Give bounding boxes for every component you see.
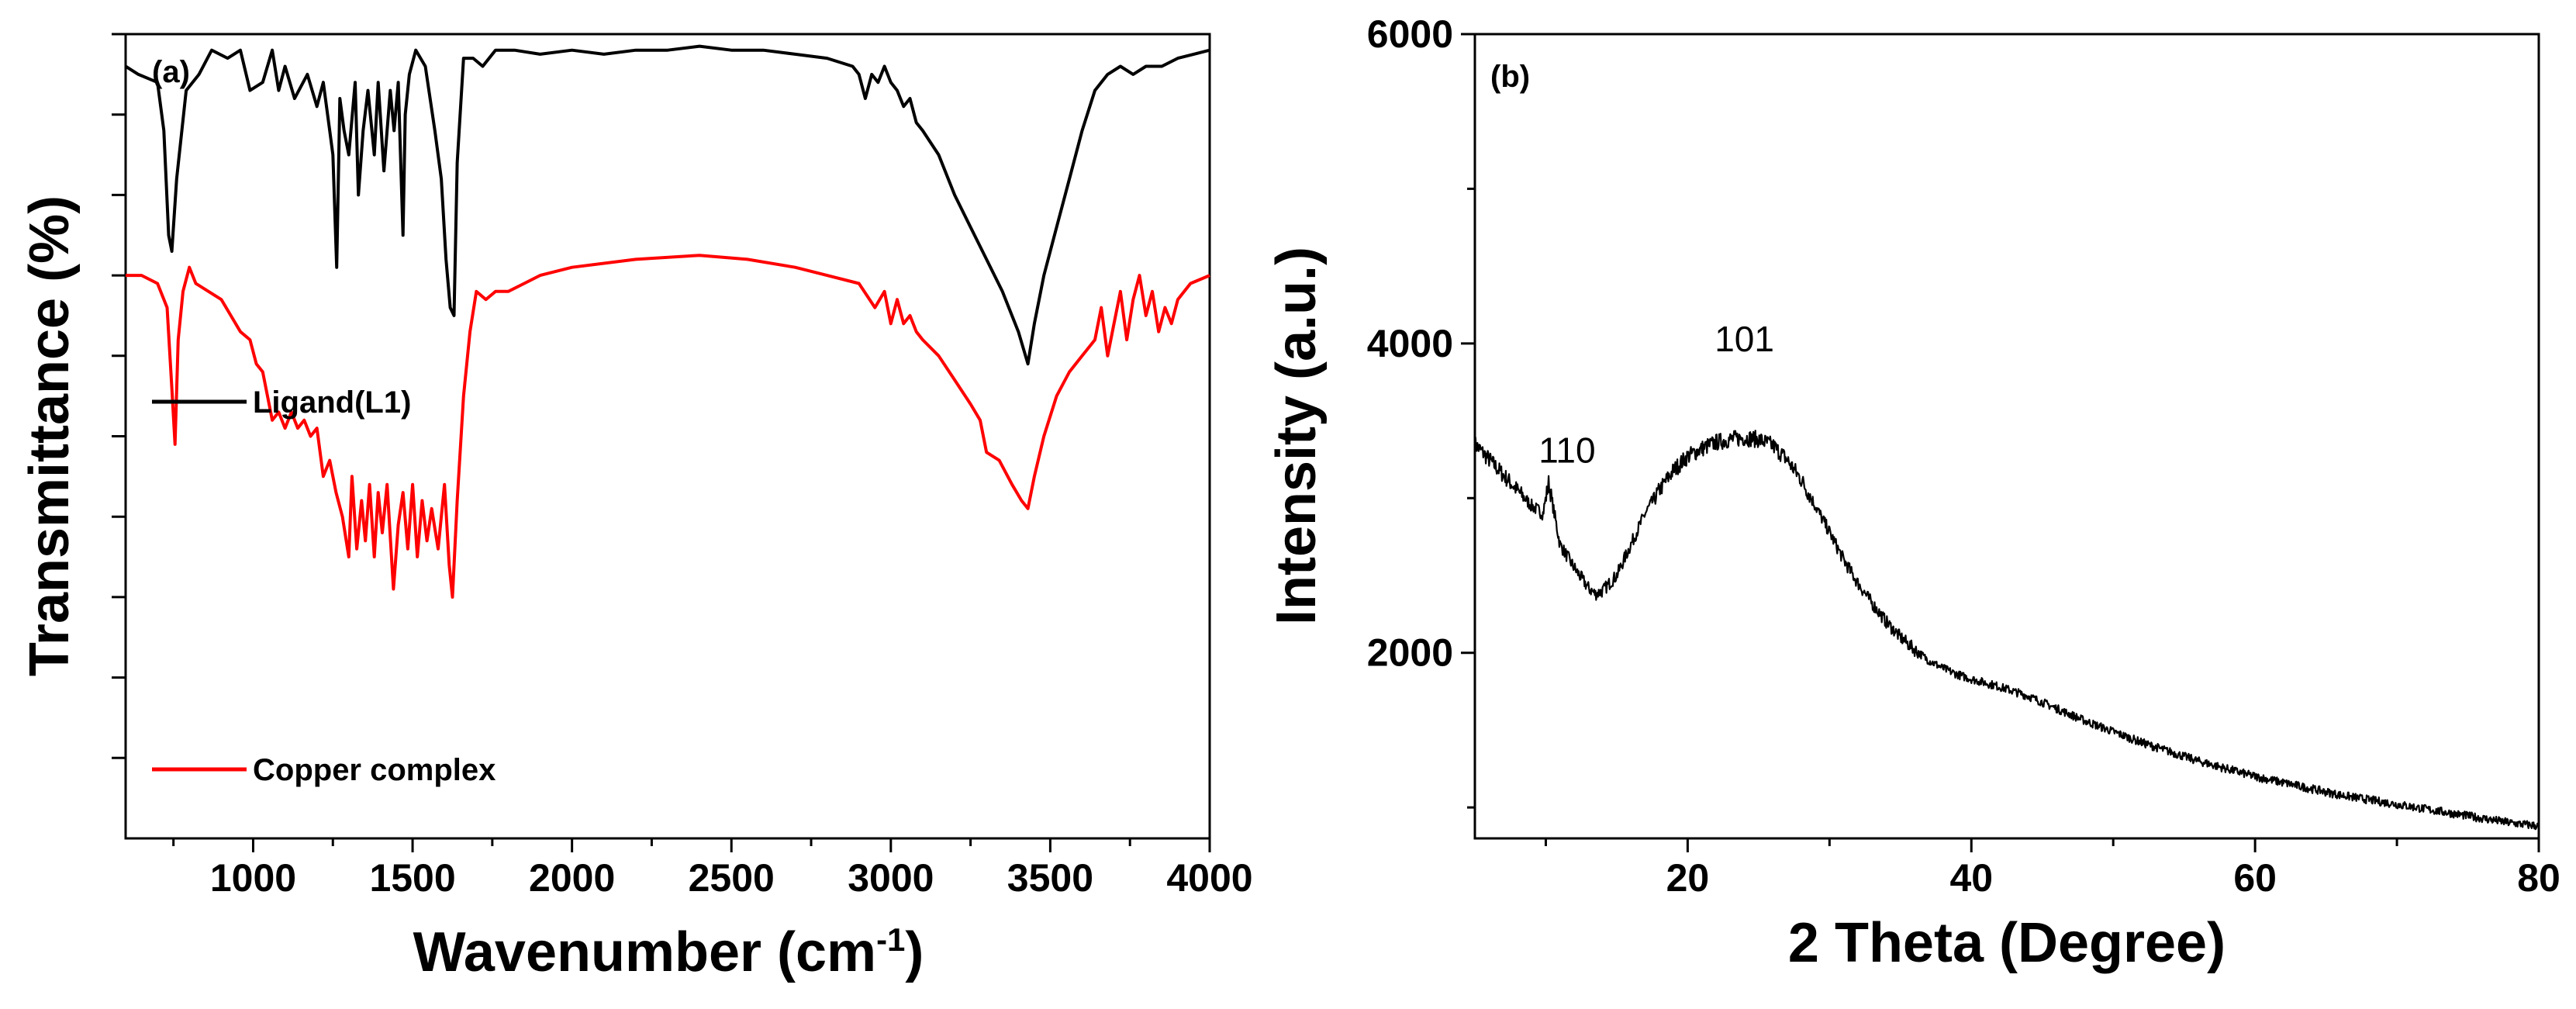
xrd-x-tick-label-40: 40 xyxy=(1949,856,1993,900)
legend-label-ligand: Ligand(L1) xyxy=(253,385,411,420)
xrd-y-tick-label-6000: 6000 xyxy=(1367,12,1453,56)
peak-label-101: 101 xyxy=(1714,319,1774,359)
series-xrd-pattern xyxy=(1473,430,2540,831)
xrd-x-axis-title: 2 Theta (Degree) xyxy=(1788,912,2226,974)
xrd-panel-label: (b) xyxy=(1490,60,1530,94)
ir-panel-label: (a) xyxy=(152,55,190,89)
x-tick-label-2000: 2000 xyxy=(529,856,615,900)
ir-x-axis-title: Wavenumber (cm-1) xyxy=(413,921,924,983)
ir-x-axis-title-close: ) xyxy=(905,921,924,983)
xrd-series-group xyxy=(1473,430,2540,831)
x-tick-label-1000: 1000 xyxy=(210,856,296,900)
series-copper-complex xyxy=(126,254,1210,599)
xrd-x-tick-label-60: 60 xyxy=(2233,856,2277,900)
x-tick-label-1500: 1500 xyxy=(369,856,455,900)
xrd-x-tick-label-80: 80 xyxy=(2517,856,2560,900)
ir-y-axis-title: Transmittance (%) xyxy=(19,195,81,676)
series-ligand-l1 xyxy=(124,44,1210,366)
ir-plot-frame xyxy=(124,33,1211,840)
ir-x-axis-title-sup: -1 xyxy=(876,921,905,958)
ir-x-axis-title-main: Wavenumber (cm xyxy=(413,921,876,983)
ir-axis-ticks: 1000 1500 2000 2500 3000 3500 4000 xyxy=(112,33,1253,900)
ir-spectrum-panel: 1000 1500 2000 2500 3000 3500 4000 (a) Ligand(… xyxy=(19,33,1253,983)
xrd-plot-frame xyxy=(1473,33,2540,840)
xrd-axis-ticks: 20 40 60 80 2000 4000 6000 xyxy=(1367,12,2560,900)
x-tick-label-3000: 3000 xyxy=(848,856,934,900)
xrd-x-tick-label-20: 20 xyxy=(1666,856,1710,900)
ir-series-group xyxy=(124,44,1210,599)
peak-label-110: 110 xyxy=(1538,430,1595,470)
x-tick-label-3500: 3500 xyxy=(1007,856,1093,900)
xrd-y-tick-label-4000: 4000 xyxy=(1367,322,1453,365)
xrd-y-tick-label-2000: 2000 xyxy=(1367,631,1453,675)
ir-legend: Ligand(L1) Copper complex xyxy=(152,385,496,787)
x-tick-label-4000: 4000 xyxy=(1166,856,1252,900)
xrd-y-axis-title: Intensity (a.u.) xyxy=(1266,247,1328,625)
legend-label-copper-complex: Copper complex xyxy=(253,753,496,787)
xrd-panel: 20 40 60 80 2000 4000 6000 (b) 110 101 Intensi… xyxy=(1266,12,2560,974)
x-tick-label-2500: 2500 xyxy=(689,856,775,900)
